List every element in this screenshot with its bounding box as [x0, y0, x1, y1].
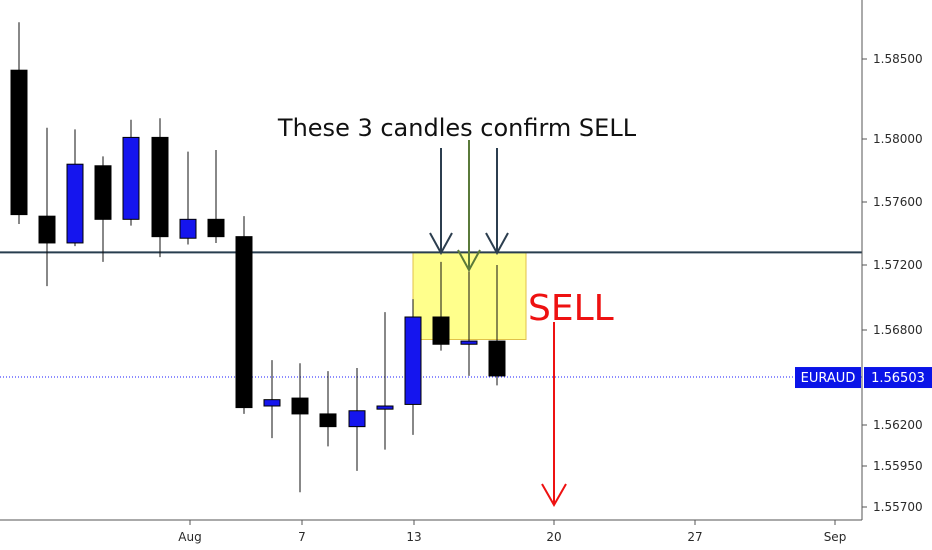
candle-body	[348, 410, 366, 428]
x-tick-label: 27	[687, 530, 702, 544]
candle[interactable]	[376, 312, 394, 450]
candle-body	[10, 69, 28, 216]
candle-body	[404, 316, 422, 405]
candle-body	[207, 218, 225, 238]
candle[interactable]	[207, 150, 225, 243]
sell-arrow	[541, 322, 567, 508]
candle-body	[263, 399, 281, 407]
candle-body	[179, 218, 197, 239]
x-tick-label: Aug	[178, 530, 201, 544]
y-tick-label: 1.56800	[873, 323, 923, 337]
arrow-head	[485, 232, 509, 256]
candle[interactable]	[291, 363, 309, 493]
y-tick-label: 1.57600	[873, 195, 923, 209]
y-tick-label: 1.56200	[873, 418, 923, 432]
candle[interactable]	[151, 118, 169, 258]
price-tag-label: 1.56503	[871, 371, 925, 386]
candle[interactable]	[94, 156, 112, 262]
confirm-arrow	[485, 148, 509, 256]
candle-body	[235, 236, 253, 409]
candle-body	[151, 136, 169, 238]
arrow-head	[457, 249, 481, 273]
confirm-arrow	[429, 148, 453, 256]
x-tick-label: 13	[406, 530, 421, 544]
symbol-tag-background	[795, 367, 861, 389]
arrow-head	[429, 232, 453, 256]
candle-body	[488, 340, 506, 377]
candle-body	[66, 163, 84, 244]
euraud-price-tag: EURAUD 1.56503	[795, 367, 932, 389]
candle-body	[319, 413, 337, 428]
candle[interactable]	[432, 261, 450, 351]
candle-body	[291, 397, 309, 415]
candle[interactable]	[38, 127, 56, 287]
sell-arrow-head	[541, 483, 567, 508]
candle[interactable]	[319, 371, 337, 447]
candle[interactable]	[460, 257, 478, 376]
price-tag-background	[864, 367, 932, 389]
confirm-annotation-text: These 3 candles confirm SELL	[277, 114, 637, 142]
x-tick-label: 20	[546, 530, 561, 544]
candle[interactable]	[179, 151, 197, 245]
y-tick-label: 1.58000	[873, 132, 923, 146]
candle[interactable]	[235, 216, 253, 414]
candle[interactable]	[66, 129, 84, 247]
sell-annotation-text: SELL	[528, 288, 614, 329]
y-tick-label: 1.55700	[873, 500, 923, 514]
x-tick-label: Sep	[824, 530, 847, 544]
y-tick-label: 1.58500	[873, 52, 923, 66]
candle[interactable]	[488, 265, 506, 386]
candle-body	[432, 316, 450, 345]
candle[interactable]	[122, 119, 140, 226]
candle-body	[122, 136, 140, 220]
candle-body	[376, 405, 394, 410]
candle[interactable]	[10, 22, 28, 225]
y-tick-label: 1.57200	[873, 258, 923, 272]
symbol-tag-label: EURAUD	[801, 371, 856, 386]
x-tick-label: 7	[298, 530, 306, 544]
candle[interactable]	[404, 299, 422, 435]
y-tick-label: 1.55950	[873, 459, 923, 473]
candle-body	[94, 165, 112, 220]
confirm-arrow	[457, 140, 481, 273]
candle[interactable]	[348, 368, 366, 471]
candle-body	[38, 215, 56, 244]
candle[interactable]	[263, 360, 281, 439]
candle-body	[460, 340, 478, 345]
